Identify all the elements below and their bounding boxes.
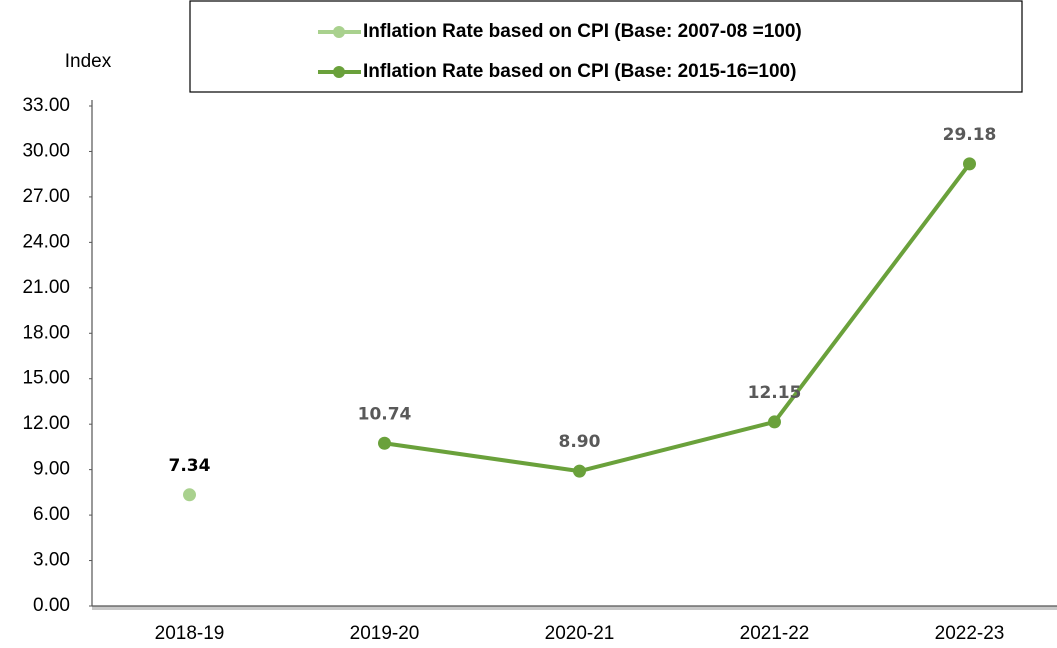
y-tick-label: 21.00: [22, 277, 70, 298]
y-axis-label: Index: [65, 51, 112, 72]
data-label: 7.34: [169, 456, 211, 476]
marker: [963, 157, 976, 171]
legend-box: [189, 0, 1023, 93]
series-line: [384, 162, 972, 474]
data-label: 12.15: [748, 383, 802, 403]
y-tick-label: 6.00: [33, 504, 70, 525]
y-tick-label: 30.00: [22, 140, 70, 161]
y-tick-label: 0.00: [33, 595, 70, 616]
legend-label: Inflation Rate based on CPI (Base: 2007-…: [363, 21, 802, 42]
marker: [768, 415, 781, 429]
legend-label: Inflation Rate based on CPI (Base: 2015-…: [363, 61, 796, 82]
marker: [378, 436, 391, 450]
y-tick-label: 9.00: [33, 459, 70, 480]
data-label: 10.74: [358, 404, 412, 424]
marker: [183, 488, 196, 502]
y-tick-label: 12.00: [22, 413, 70, 434]
x-tick-label: 2018-19: [155, 623, 225, 644]
y-tick-label: 24.00: [22, 231, 70, 252]
data-label: 8.90: [559, 432, 601, 452]
legend-marker: [333, 66, 345, 78]
x-tick-label: 2019-20: [350, 623, 420, 644]
y-tick-label: 3.00: [33, 550, 70, 571]
data-label: 29.18: [943, 125, 997, 145]
y-tick-label: 27.00: [22, 186, 70, 207]
x-tick-label: 2022-23: [935, 623, 1005, 644]
x-tick-label: 2020-21: [545, 623, 615, 644]
y-tick-label: 33.00: [22, 95, 70, 116]
marker: [573, 464, 586, 478]
y-tick-label: 18.00: [22, 322, 70, 343]
x-tick-label: 2021-22: [740, 623, 810, 644]
y-tick-label: 15.00: [22, 368, 70, 389]
legend-marker: [333, 26, 345, 38]
